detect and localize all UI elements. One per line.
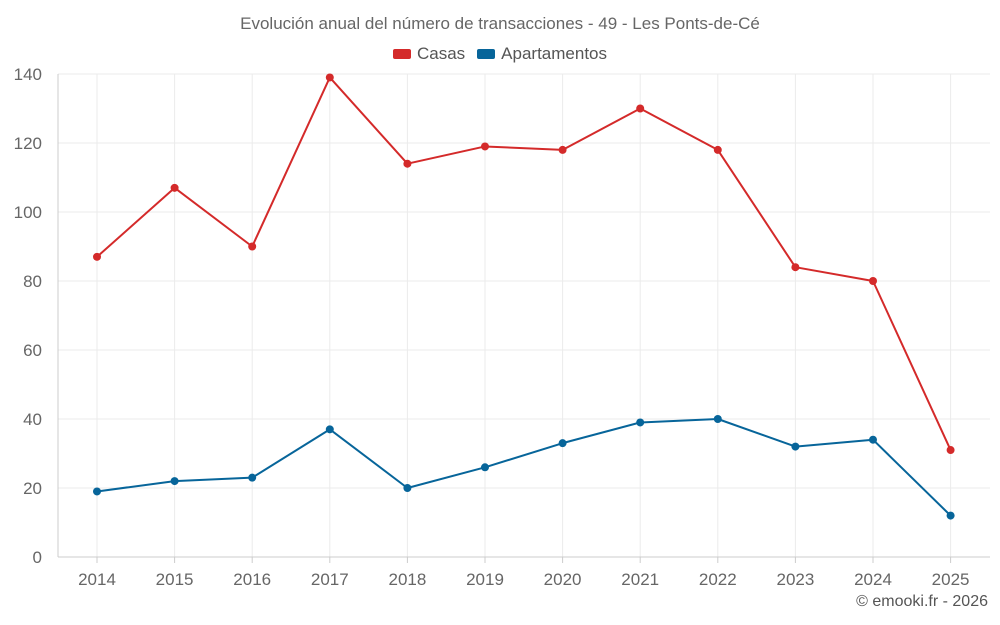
legend-swatch-casas [392,49,411,59]
x-tick-label: 2017 [311,570,349,589]
data-point-casas[interactable] [170,183,179,192]
y-tick-label: 0 [33,548,42,567]
y-tick-label: 20 [23,479,42,498]
data-point-casas[interactable] [93,252,101,261]
data-point-casas[interactable] [713,145,722,154]
data-point-casas[interactable] [636,104,645,113]
x-tick-label: 2015 [156,570,194,589]
y-tick-label: 60 [23,341,42,360]
y-tick-label: 40 [23,410,42,429]
x-tick-label: 2023 [776,570,814,589]
data-point-apartamentos[interactable] [248,473,257,482]
x-tick-label: 2020 [544,570,582,589]
data-point-apartamentos[interactable] [558,439,567,448]
data-point-apartamentos[interactable] [93,487,101,496]
x-tick-label: 2019 [466,570,504,589]
legend-item-apartamentos[interactable]: Apartamentos [477,44,607,64]
data-point-casas[interactable] [403,159,412,168]
data-point-apartamentos[interactable] [170,477,179,486]
data-point-casas[interactable] [869,277,877,285]
credit-text: © emooki.fr - 2026 [856,593,988,610]
series-line-casas [96,76,952,451]
legend-item-casas[interactable]: Casas [392,44,466,64]
y-tick-label: 100 [14,203,42,222]
series-line-apartamentos [96,418,952,517]
data-point-casas[interactable] [248,242,257,251]
data-point-apartamentos[interactable] [946,511,955,520]
data-point-apartamentos[interactable] [403,484,412,492]
data-point-apartamentos[interactable] [325,425,334,434]
y-tick-label: 80 [23,272,42,291]
data-point-apartamentos[interactable] [791,442,800,451]
data-point-apartamentos[interactable] [869,435,877,444]
legend-label-casas: Casas [416,44,466,63]
chart-title: Evolución anual del número de transaccio… [240,14,760,33]
y-tick-label: 120 [14,134,42,153]
data-point-casas[interactable] [946,446,955,455]
data-point-casas[interactable] [791,263,800,272]
x-tick-label: 2018 [388,570,426,589]
data-point-apartamentos[interactable] [636,418,645,427]
legend-label-apartamentos: Apartamentos [501,44,608,63]
x-tick-label: 2025 [932,570,970,589]
data-point-casas[interactable] [325,73,334,82]
data-point-apartamentos[interactable] [713,415,722,423]
y-tick-label: 140 [14,65,42,84]
x-tick-label: 2022 [699,570,737,589]
data-point-apartamentos[interactable] [481,463,489,472]
x-tick-label: 2016 [233,570,271,589]
data-point-casas[interactable] [481,142,489,151]
x-tick-label: 2014 [78,570,116,589]
legend: Casas Apartamentos [0,44,1000,64]
legend-swatch-apartamentos [477,49,496,59]
x-tick-label: 2021 [621,570,659,589]
x-tick-label: 2024 [854,570,892,589]
data-point-casas[interactable] [558,145,567,154]
